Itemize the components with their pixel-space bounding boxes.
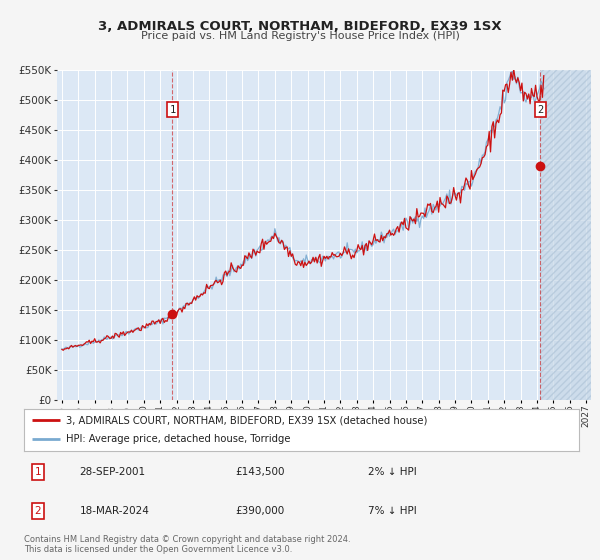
Text: 18-MAR-2024: 18-MAR-2024 xyxy=(79,506,149,516)
Text: 2: 2 xyxy=(35,506,41,516)
Text: 7% ↓ HPI: 7% ↓ HPI xyxy=(368,506,417,516)
Text: 2: 2 xyxy=(537,105,544,115)
Text: £390,000: £390,000 xyxy=(235,506,284,516)
Bar xyxy=(541,70,591,400)
Text: Price paid vs. HM Land Registry's House Price Index (HPI): Price paid vs. HM Land Registry's House … xyxy=(140,31,460,41)
Text: Contains HM Land Registry data © Crown copyright and database right 2024.: Contains HM Land Registry data © Crown c… xyxy=(24,534,350,544)
Text: £143,500: £143,500 xyxy=(235,468,284,478)
Text: 3, ADMIRALS COURT, NORTHAM, BIDEFORD, EX39 1SX (detached house): 3, ADMIRALS COURT, NORTHAM, BIDEFORD, EX… xyxy=(65,415,427,425)
Text: 2% ↓ HPI: 2% ↓ HPI xyxy=(368,468,417,478)
Text: 1: 1 xyxy=(169,105,176,115)
Text: 1: 1 xyxy=(35,468,41,478)
Text: HPI: Average price, detached house, Torridge: HPI: Average price, detached house, Torr… xyxy=(65,435,290,445)
Text: 28-SEP-2001: 28-SEP-2001 xyxy=(79,468,146,478)
Text: 3, ADMIRALS COURT, NORTHAM, BIDEFORD, EX39 1SX: 3, ADMIRALS COURT, NORTHAM, BIDEFORD, EX… xyxy=(98,20,502,32)
Text: This data is licensed under the Open Government Licence v3.0.: This data is licensed under the Open Gov… xyxy=(24,544,292,554)
